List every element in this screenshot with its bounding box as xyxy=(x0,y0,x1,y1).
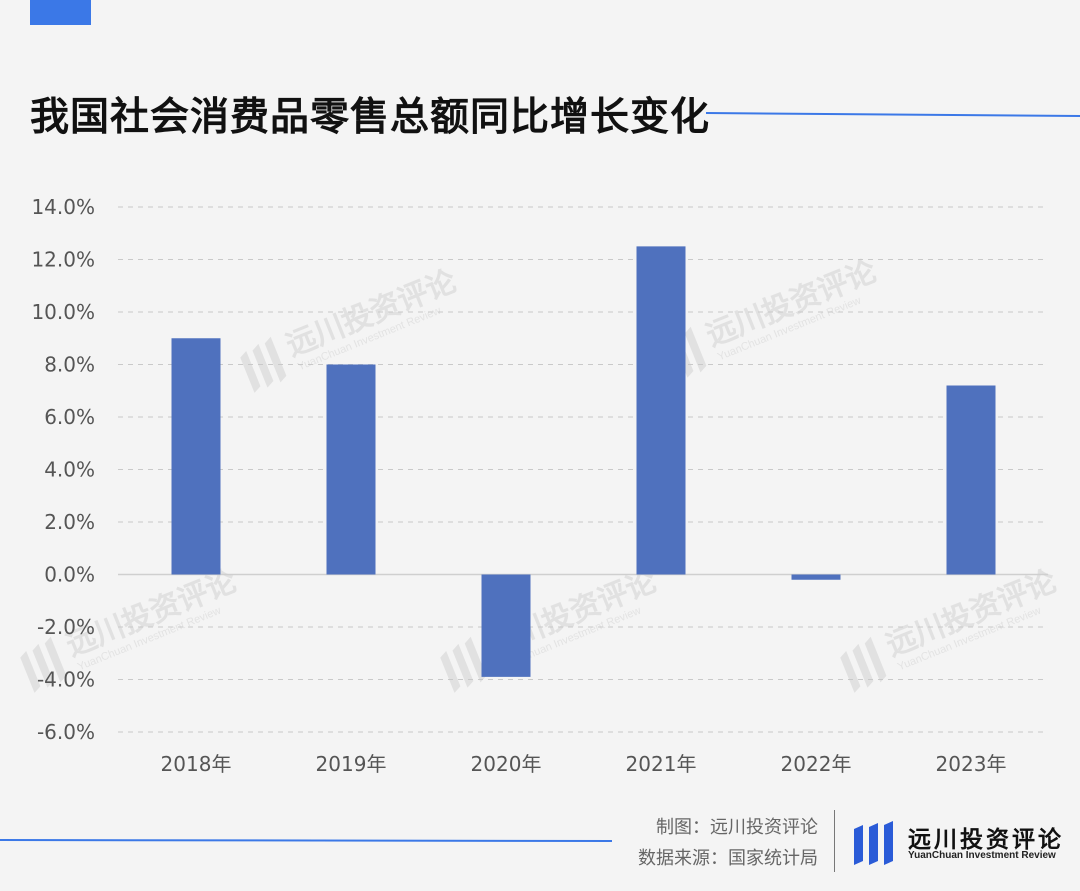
x-axis-ticks: 2018年 2019年 2020年 2021年 2022年 2023年 xyxy=(161,752,1007,776)
watermark-mark-bar xyxy=(252,343,274,388)
bar-2019年 xyxy=(326,364,376,575)
data-source: 数据来源：国家统计局 xyxy=(638,848,818,869)
watermark-mark-bar xyxy=(452,643,474,688)
watermark-mark-bar xyxy=(240,350,261,393)
y-tick-label: 8.0% xyxy=(44,353,95,377)
y-tick-label: 14.0% xyxy=(31,195,95,219)
y-tick-label: -2.0% xyxy=(37,615,95,639)
logo-name-cn: 远川投资评论 xyxy=(908,827,1064,853)
watermark-mark-bar xyxy=(44,636,67,683)
grid-lines xyxy=(118,206,1048,733)
y-tick-label: 2.0% xyxy=(44,510,95,534)
watermark-mark-bar xyxy=(852,643,874,688)
logo-name-en: YuanChuan Investment Review xyxy=(908,850,1056,861)
x-tick-label: 2018年 xyxy=(161,752,232,776)
bar-2020年 xyxy=(481,574,531,677)
y-tick-label: 10.0% xyxy=(31,300,95,324)
chart-title: 我国社会消费品零售总额同比增长变化 xyxy=(30,95,711,140)
watermark-mark-bar xyxy=(840,650,861,693)
bar-2018年 xyxy=(171,338,221,575)
y-tick-label: -6.0% xyxy=(37,720,95,744)
y-tick-label: 12.0% xyxy=(31,248,95,272)
x-tick-label: 2021年 xyxy=(626,752,697,776)
watermark-mark-bar xyxy=(440,650,461,693)
bar-2021年 xyxy=(636,246,686,575)
bar-2022年 xyxy=(791,574,841,580)
x-tick-label: 2020年 xyxy=(471,752,542,776)
chart-credit: 制图：远川投资评论 xyxy=(656,817,818,838)
bottom-rule xyxy=(0,839,612,842)
watermark-mark-bar xyxy=(32,643,54,688)
watermark-mark-bar xyxy=(264,336,287,383)
y-tick-label: 4.0% xyxy=(44,458,95,482)
logo-bars-icon xyxy=(854,821,893,865)
x-tick-label: 2023年 xyxy=(936,752,1007,776)
bar-series xyxy=(171,246,996,677)
title-rule xyxy=(706,112,1080,117)
watermark-mark-bar xyxy=(864,636,887,683)
x-tick-label: 2022年 xyxy=(781,752,852,776)
x-tick-label: 2019年 xyxy=(316,752,387,776)
y-tick-label: -4.0% xyxy=(37,668,95,692)
credits: 制图：远川投资评论 数据来源：国家统计局 xyxy=(638,812,818,874)
watermark-mark-bar xyxy=(464,636,487,683)
watermark-mark-bar xyxy=(684,326,707,373)
y-axis-ticks: 14.0% 12.0% 10.0% 8.0% 6.0% 4.0% 2.0% 0.0% -2.0%… xyxy=(31,195,95,744)
watermark-mark-bar xyxy=(20,650,41,693)
corner-accent-block xyxy=(30,0,91,25)
bar-2023年 xyxy=(946,385,996,575)
y-tick-label: 0.0% xyxy=(44,563,95,587)
footer-divider xyxy=(834,810,835,872)
y-tick-label: 6.0% xyxy=(44,405,95,429)
brand-logo: 远川投资评论 YuanChuan Investment Review xyxy=(852,820,1072,866)
